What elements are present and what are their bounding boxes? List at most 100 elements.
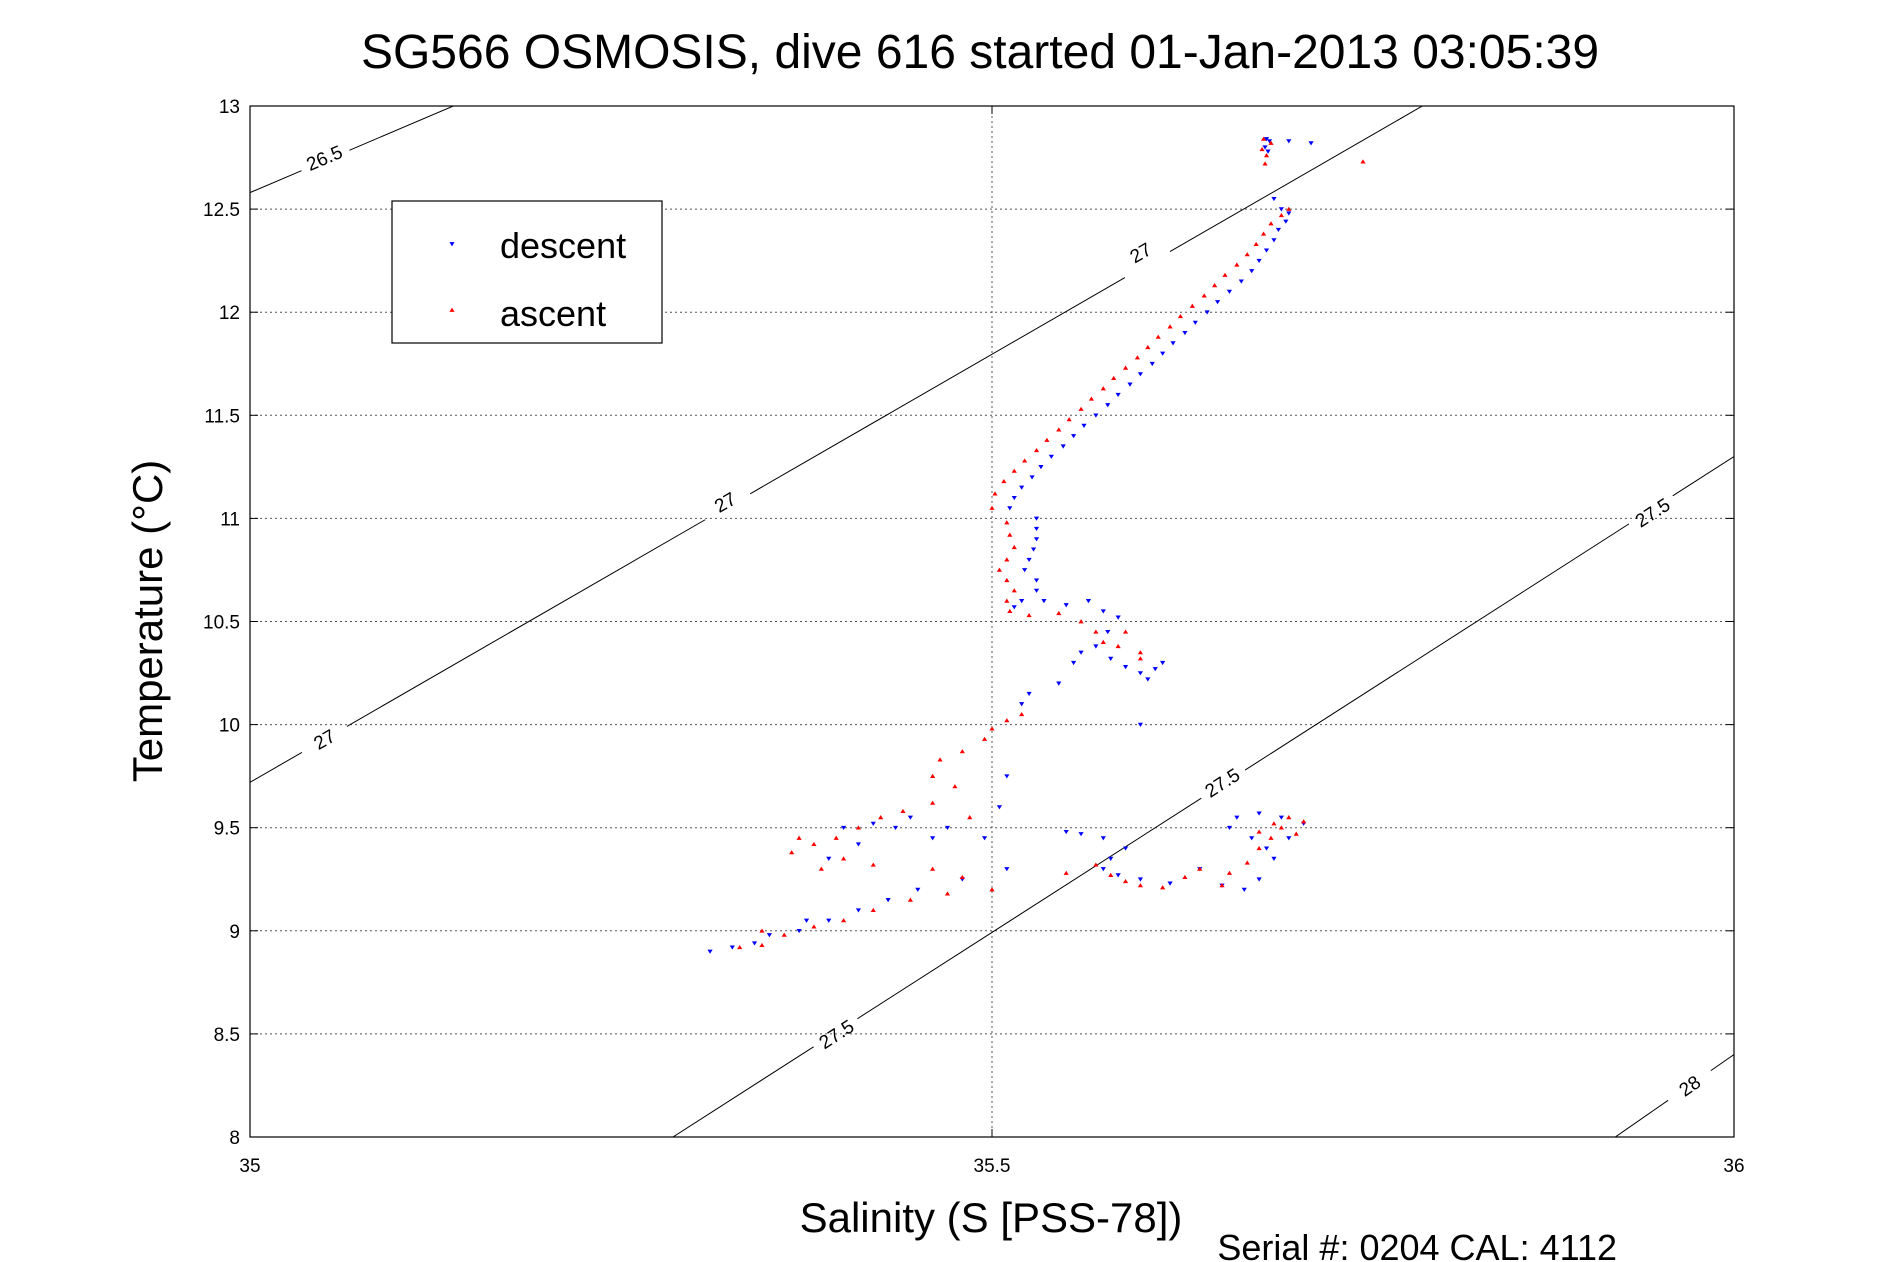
descent-point: [1256, 258, 1262, 263]
descent-point: [1004, 867, 1010, 872]
descent-point: [1093, 413, 1099, 418]
y-tick-label: 10.5: [203, 613, 240, 634]
ascent-point: [1066, 417, 1072, 422]
ascent-point: [1286, 206, 1292, 211]
ascent-point: [1189, 303, 1195, 308]
descent-point: [1137, 671, 1143, 676]
descent-point: [1167, 881, 1173, 886]
descent-point: [1271, 856, 1277, 861]
descent-point: [1038, 465, 1044, 470]
ascent-point: [1078, 406, 1084, 411]
descent-point: [826, 918, 832, 923]
descent-point: [1026, 557, 1032, 562]
descent-point: [1011, 495, 1017, 501]
ascent-point: [959, 874, 965, 880]
y-tick-label: 9.5: [214, 819, 240, 840]
descent-point: [1026, 691, 1032, 697]
isopycnal-line: [749, 277, 1126, 495]
ascent-point: [1222, 272, 1228, 277]
legend-marker-ascent: [449, 307, 455, 312]
descent-point: [981, 836, 988, 841]
descent-point: [1105, 403, 1111, 408]
descent-point: [1105, 629, 1111, 635]
ascent-point: [1293, 831, 1299, 836]
descent-point: [1160, 351, 1166, 356]
descent-point: [915, 887, 921, 892]
descent-point: [1271, 238, 1277, 243]
ascent-point: [1088, 396, 1095, 401]
y-tick-label: 8.5: [214, 1025, 240, 1046]
ascent-point: [1004, 520, 1010, 525]
descent-point: [1048, 454, 1054, 459]
descent-point: [1022, 568, 1028, 573]
ascent-point: [1271, 821, 1277, 826]
ascent-point: [1286, 815, 1292, 820]
ascent-point: [1004, 557, 1010, 562]
ascent-point: [1262, 161, 1268, 166]
descent-point: [1004, 774, 1010, 779]
descent-point: [1137, 722, 1143, 727]
descent-point: [1226, 289, 1233, 294]
descent-point: [1286, 211, 1292, 216]
descent-point: [1226, 825, 1233, 831]
descent-point: [1122, 846, 1129, 851]
descent-point: [766, 933, 772, 938]
ascent-point: [1056, 427, 1062, 432]
ascent-point: [996, 567, 1003, 572]
descent-point: [1241, 887, 1247, 892]
descent-point: [1283, 219, 1289, 224]
descent-point: [1056, 681, 1062, 686]
descent-point: [1100, 867, 1106, 872]
ascent-point: [959, 749, 965, 754]
descent-point: [1081, 423, 1087, 428]
descent-point: [1019, 599, 1025, 604]
descent-point: [1137, 877, 1143, 882]
y-tick-label: 13: [219, 97, 240, 118]
descent-point: [1007, 506, 1013, 511]
descent-point: [1033, 537, 1040, 542]
isopycnal-line: [1614, 1099, 1669, 1137]
ascent-point: [1137, 650, 1143, 655]
descent-point: [1249, 269, 1255, 274]
descent-point: [870, 821, 876, 826]
ascent-point: [1093, 862, 1099, 867]
ascent-point: [992, 491, 998, 496]
descent-point: [1108, 656, 1114, 661]
ascent-point: [1177, 313, 1184, 319]
isopycnal-line: [1244, 523, 1630, 771]
descent-point: [1063, 603, 1069, 608]
y-tick-label: 12.5: [203, 200, 240, 221]
isopycnal-line: [672, 1046, 814, 1137]
ascent-point: [1253, 241, 1259, 246]
ascent-point: [737, 944, 743, 950]
isopycnal-line: [349, 106, 454, 151]
descent-point: [1256, 877, 1262, 882]
descent-point: [1263, 248, 1270, 253]
legend: descent ascent: [391, 200, 663, 344]
legend-marker-triangle: [449, 307, 455, 312]
ascent-point: [937, 757, 943, 762]
ascent-point: [841, 856, 847, 861]
ascent-point: [811, 841, 817, 847]
ascent-point: [1160, 885, 1166, 890]
descent-point: [1071, 434, 1077, 439]
y-tick-label: 11: [220, 509, 240, 530]
descent-point: [892, 825, 899, 831]
descent-point: [1263, 137, 1270, 142]
legend-label-ascent: ascent: [500, 293, 606, 334]
ascent-point: [1256, 845, 1262, 851]
ascent-point: [1244, 860, 1250, 865]
descent-point: [1262, 145, 1268, 150]
isopycnal-line: [250, 170, 302, 194]
descent-point: [1127, 382, 1133, 387]
descent-point: [1249, 836, 1255, 841]
ascent-point: [870, 907, 876, 912]
ascent-point: [1100, 386, 1106, 391]
descent-point: [1078, 832, 1084, 837]
descent-point: [1019, 485, 1025, 490]
descent-point: [707, 949, 713, 954]
descent-point: [1115, 873, 1121, 878]
descent-point: [796, 928, 802, 934]
ascent-point: [1268, 835, 1274, 840]
data-points: [707, 136, 1366, 954]
